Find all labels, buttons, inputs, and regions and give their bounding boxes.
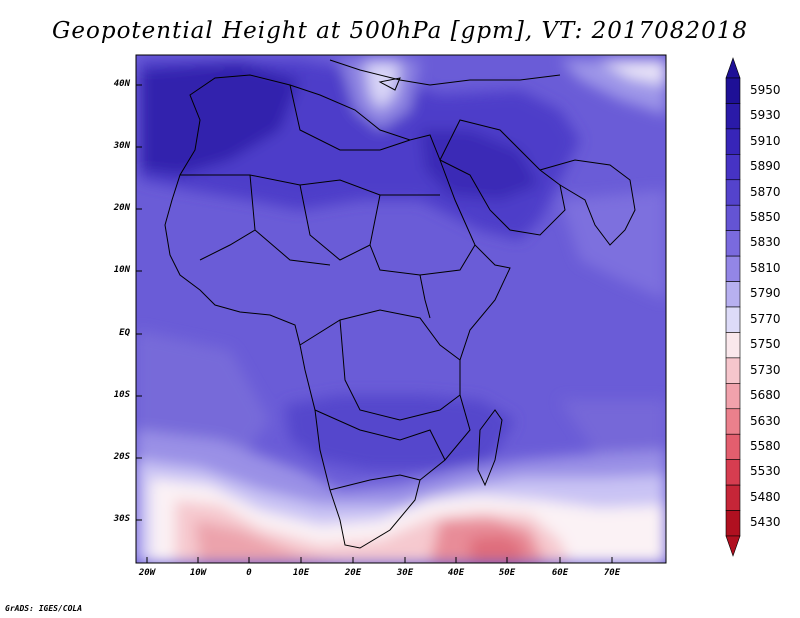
legend-level-label: 5580 (750, 438, 781, 453)
legend-swatch (725, 154, 741, 181)
legend-min-arrow (725, 535, 741, 557)
legend-level-label: 5930 (750, 108, 781, 123)
lat-label-30n: 30N (113, 141, 130, 151)
legend-level-label: 5430 (750, 515, 781, 530)
lat-label-30s: 30S (113, 514, 130, 524)
legend-swatch (725, 433, 741, 460)
coastlines (164, 59, 636, 549)
lon-label-60e: 60E (551, 568, 569, 578)
lat-label-10n: 10N (113, 265, 130, 275)
legend-level-label: 5830 (750, 235, 781, 250)
legend-swatch (725, 510, 741, 537)
legend-swatch (725, 408, 741, 435)
legend-swatch (725, 459, 741, 486)
lon-label-10w: 10W (189, 568, 207, 578)
legend-level-label: 5910 (750, 133, 781, 148)
legend-level-label: 5870 (750, 184, 781, 199)
lon-label-70e: 70E (603, 568, 621, 578)
legend-swatch (725, 255, 741, 282)
lon-label-50e: 50E (498, 568, 516, 578)
legend-swatch (725, 179, 741, 206)
legend-level-label: 5630 (750, 413, 781, 428)
legend-level-label: 5680 (750, 388, 781, 403)
lon-label-30e: 30E (396, 568, 414, 578)
lat-label-20n: 20N (113, 203, 130, 213)
legend-swatch (725, 204, 741, 231)
lat-label-10s: 10S (113, 390, 130, 400)
legend-level-label: 5730 (750, 362, 781, 377)
legend-level-label: 5480 (750, 489, 781, 504)
chart-title: Geopotential Height at 500hPa [gpm], VT:… (52, 18, 748, 44)
footer-credit: GrADS: IGES/COLA (5, 604, 83, 613)
legend-swatch (725, 230, 741, 257)
legend-swatch (725, 357, 741, 384)
legend-swatch (725, 128, 741, 155)
legend-swatch (725, 306, 741, 333)
lon-label-20e: 20E (344, 568, 362, 578)
axis-ticks (136, 84, 613, 563)
legend-level-label: 5750 (750, 337, 781, 352)
lon-label-0: 0 (246, 568, 252, 578)
legend-max-arrow (725, 57, 741, 79)
lat-label-eq: EQ (119, 328, 130, 338)
legend-level-label: 5810 (750, 260, 781, 275)
legend-swatch (725, 281, 741, 308)
legend-level-label: 5950 (750, 82, 781, 97)
legend-level-label: 5790 (750, 286, 781, 301)
lat-label-40n: 40N (113, 79, 130, 89)
lon-label-40e: 40E (447, 568, 465, 578)
legend-swatch (725, 383, 741, 410)
legend-level-label: 5530 (750, 464, 781, 479)
lat-label-20s: 20S (113, 452, 130, 462)
map-frame (135, 54, 667, 564)
lon-label-10e: 10E (292, 568, 310, 578)
lon-label-20w: 20W (138, 568, 156, 578)
legend-level-label: 5890 (750, 159, 781, 174)
legend-swatch (725, 103, 741, 130)
legend-swatch (725, 77, 741, 104)
legend-swatch (725, 332, 741, 359)
legend-level-label: 5850 (750, 209, 781, 224)
legend-level-label: 5770 (750, 311, 781, 326)
contour-field (136, 55, 666, 563)
legend-swatch (725, 484, 741, 511)
